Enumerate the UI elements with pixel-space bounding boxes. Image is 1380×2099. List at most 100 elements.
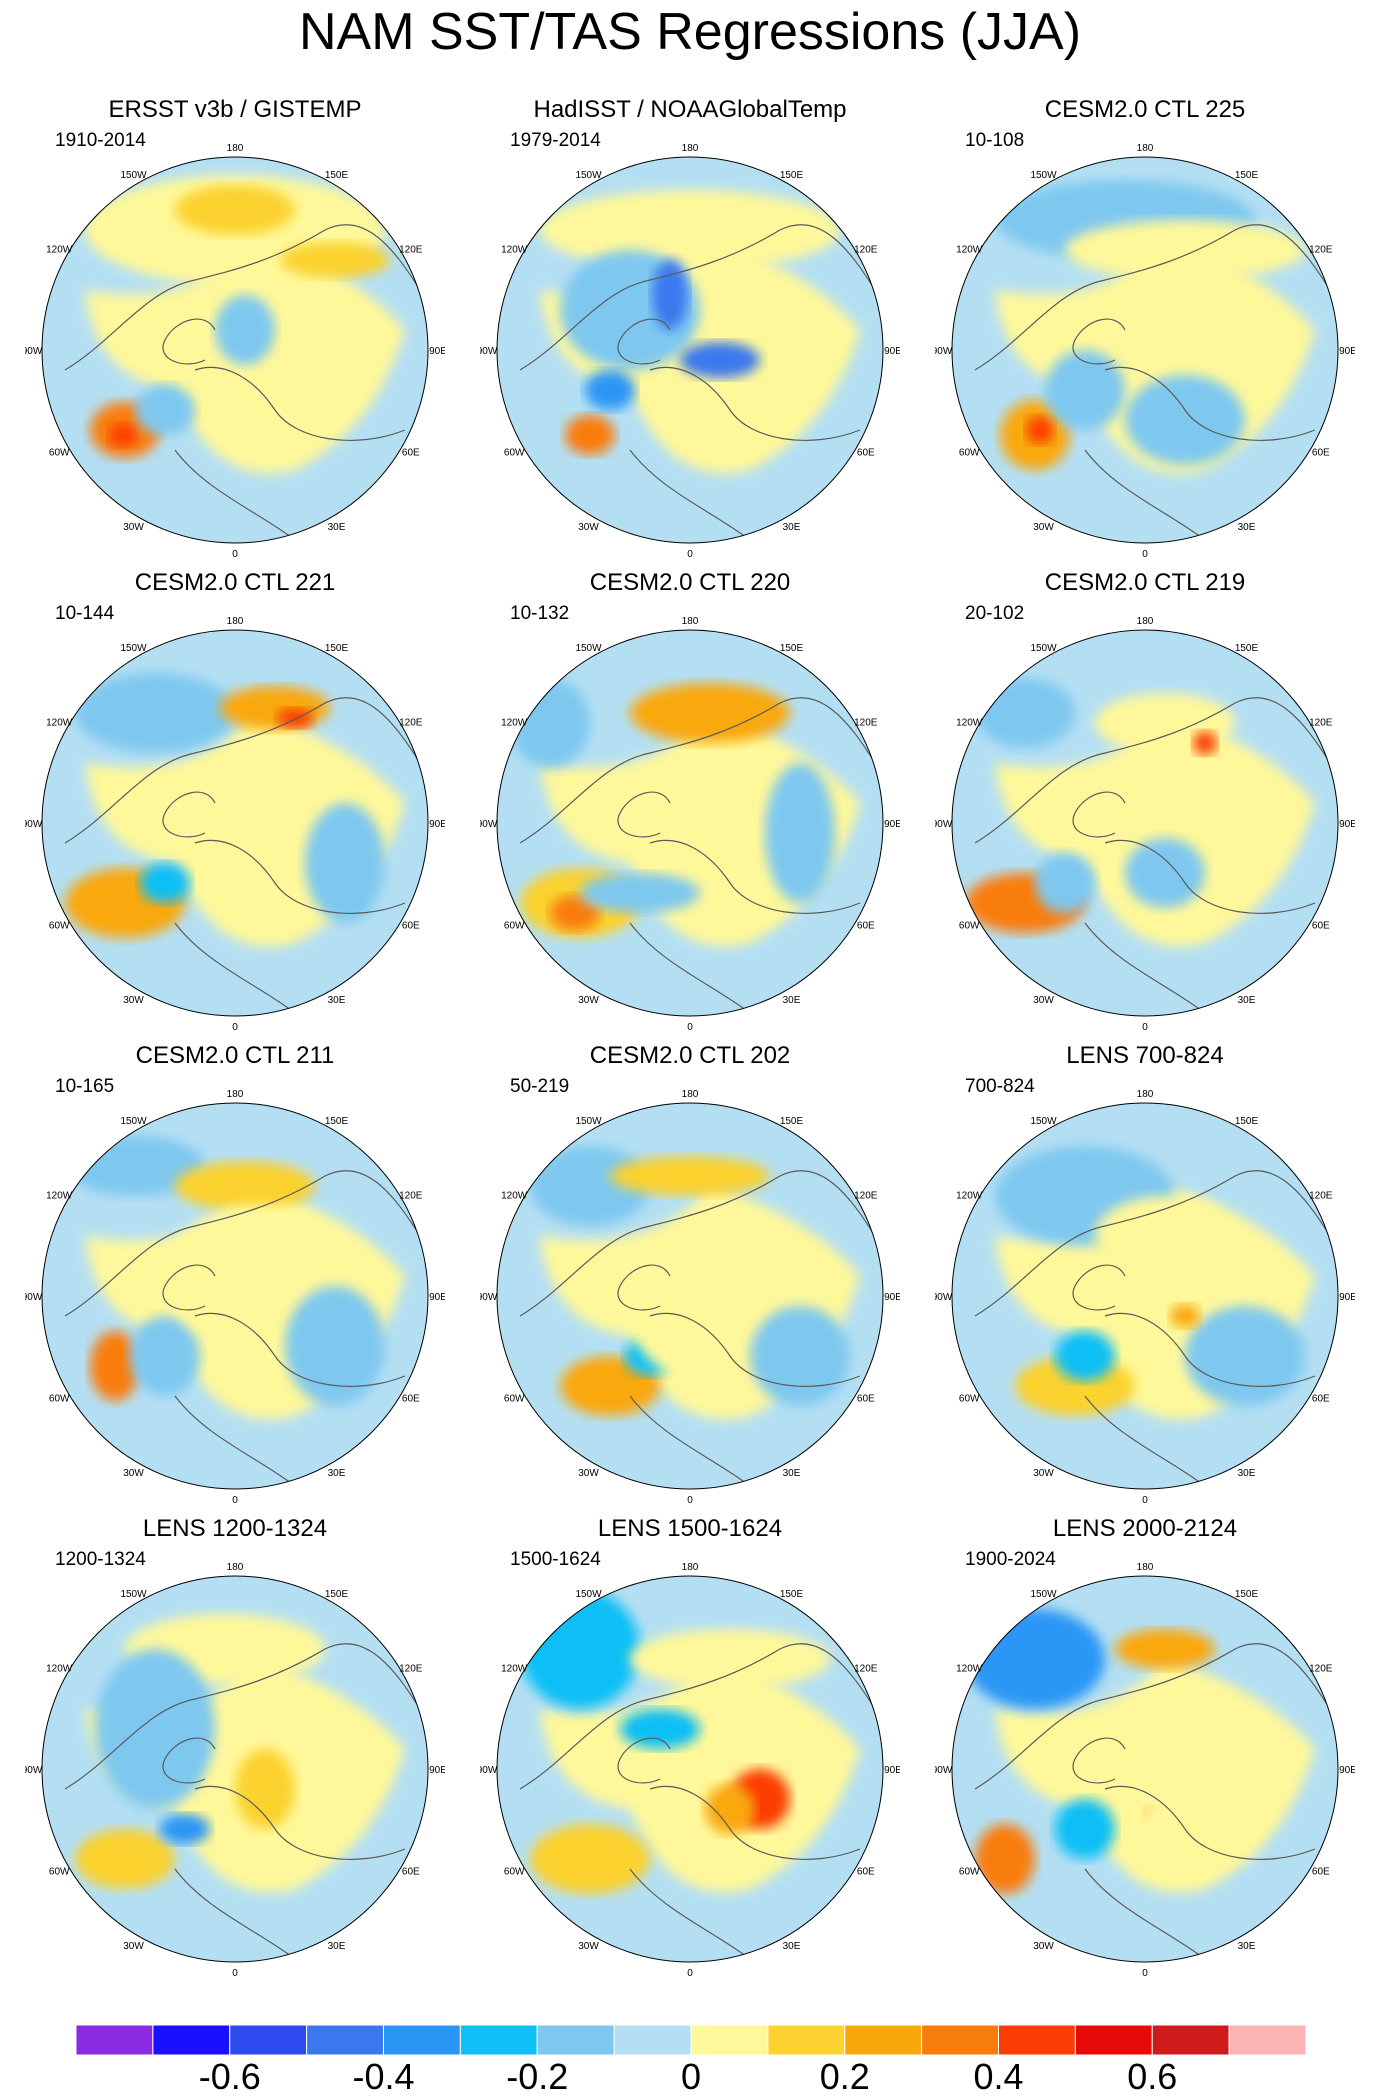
longitude-label: 60W: [49, 1867, 70, 1878]
map-boundary: [496, 1102, 884, 1490]
colorbar: [76, 2025, 1306, 2055]
colorbar-swatch: [998, 2025, 1076, 2055]
longitude-label: 90E: [429, 819, 445, 830]
longitude-label: 60W: [959, 448, 980, 459]
longitude-label: 0: [1142, 1022, 1148, 1033]
longitude-label: 30E: [1238, 522, 1256, 533]
longitude-label: 0: [232, 1968, 238, 1979]
colorbar-label: 0.4: [973, 2056, 1024, 2097]
map-boundary: [951, 1102, 1339, 1490]
longitude-label: 0: [1142, 549, 1148, 560]
longitude-label: 150E: [325, 1116, 349, 1127]
longitude-label: 150E: [1235, 1589, 1259, 1600]
colorbar-swatch: [229, 2025, 308, 2055]
polar-map: 180 150E 120E 90E 60E 30E 0 30W 60W 90W 120W 150W: [480, 616, 900, 1033]
polar-map: 180 150E 120E 90E 60E 30E 0 30W 60W 90W 120W 150W: [935, 616, 1355, 1033]
longitude-label: 120E: [1309, 1664, 1333, 1675]
longitude-label: 30E: [1238, 1941, 1256, 1952]
longitude-label: 90E: [1339, 819, 1355, 830]
longitude-label: 120E: [399, 1664, 423, 1675]
colorbar-swatch: [536, 2025, 615, 2055]
longitude-label: 60E: [857, 1394, 875, 1405]
longitude-label: 150W: [1030, 170, 1057, 181]
longitude-label: 120E: [854, 245, 878, 256]
longitude-label: 0: [687, 1968, 693, 1979]
longitude-label: 30W: [578, 1941, 599, 1952]
longitude-label: 150E: [780, 643, 804, 654]
polar-map: 180 150E 120E 90E 60E 30E 0 30W 60W 90W 120W 150W: [480, 143, 900, 560]
longitude-label: 60E: [1312, 1394, 1330, 1405]
longitude-label: 120W: [46, 1664, 73, 1675]
longitude-label: 180: [682, 1562, 699, 1573]
colorbar-swatch: [152, 2025, 231, 2055]
longitude-label: 0: [232, 1495, 238, 1506]
panel-period: 50-219: [510, 1076, 570, 1097]
panel-title: HadISST / NOAAGlobalTemp: [533, 96, 847, 123]
longitude-label: 0: [687, 549, 693, 560]
longitude-label: 60W: [49, 921, 70, 932]
longitude-label: 30W: [578, 1468, 599, 1479]
longitude-label: 180: [227, 1089, 244, 1100]
panel-period: 20-102: [965, 603, 1025, 624]
polar-map: 180 150E 120E 90E 60E 30E 0 30W 60W 90W 120W 150W: [480, 1562, 900, 1979]
longitude-label: 90E: [429, 1292, 445, 1303]
map-panel: LENS 1500-1624 180 150E 120E 90E 60E 30E 0 30W 60…: [480, 1514, 900, 1984]
longitude-label: 0: [687, 1022, 693, 1033]
longitude-label: 30E: [783, 1941, 801, 1952]
longitude-label: 90E: [429, 346, 445, 357]
map-boundary: [496, 629, 884, 1017]
longitude-label: 30W: [1033, 1468, 1054, 1479]
colorbar-label: 0.2: [819, 2056, 870, 2097]
longitude-label: 90W: [935, 1765, 953, 1776]
map-panel: CESM2.0 CTL 219 180 150E 120E 90E 60E 30E 0 30W 6…: [935, 568, 1355, 1038]
map-boundary: [951, 629, 1339, 1017]
longitude-label: 30E: [783, 522, 801, 533]
longitude-label: 150W: [575, 643, 602, 654]
longitude-label: 60E: [857, 448, 875, 459]
longitude-label: 0: [1142, 1495, 1148, 1506]
longitude-label: 180: [1137, 616, 1154, 627]
map-panel: LENS 700-824 180 150E 120E 90E 60E 30E 0 30W 60W 9…: [935, 1041, 1355, 1511]
polar-map: 180 150E 120E 90E 60E 30E 0 30W 60W 90W 120W 150W: [935, 1089, 1355, 1506]
longitude-label: 120W: [46, 718, 73, 729]
map-panel: CESM2.0 CTL 211 180 150E 120E 90E 60E 30E 0 30W 6…: [25, 1041, 445, 1511]
longitude-label: 150W: [120, 1589, 147, 1600]
colorbar-label: -0.4: [352, 2056, 415, 2097]
longitude-label: 90W: [480, 1765, 498, 1776]
polar-map: 180 150E 120E 90E 60E 30E 0 30W 60W 90W 120W 150W: [935, 143, 1355, 560]
longitude-label: 60W: [49, 1394, 70, 1405]
colorbar-swatch: [383, 2025, 461, 2055]
panel-period: 1900-2024: [965, 1549, 1056, 1570]
panel-title: CESM2.0 CTL 221: [134, 569, 336, 596]
longitude-label: 150E: [1235, 1116, 1259, 1127]
longitude-label: 30E: [783, 1468, 801, 1479]
panel-title: CESM2.0 CTL 211: [135, 1042, 335, 1069]
map-boundary: [41, 629, 429, 1017]
colorbar-label: 0.6: [1127, 2056, 1178, 2097]
colorbar-swatch: [76, 2025, 154, 2055]
longitude-label: 30W: [1033, 1941, 1054, 1952]
map-panel: CESM2.0 CTL 202 180 150E 120E 90E 60E 30E 0 30W 6…: [480, 1041, 900, 1511]
panel-period: 1200-1324: [55, 1549, 146, 1570]
longitude-label: 120E: [399, 245, 423, 256]
panel-period: 1500-1624: [510, 1549, 601, 1570]
panel-title: LENS 1200-1324: [142, 1515, 328, 1542]
map-boundary: [41, 156, 429, 544]
longitude-label: 60E: [857, 1867, 875, 1878]
panel-period: 10-132: [510, 603, 570, 624]
longitude-label: 90W: [480, 819, 498, 830]
colorbar-swatch: [844, 2025, 923, 2055]
longitude-label: 0: [1142, 1968, 1148, 1979]
longitude-label: 120E: [1309, 1191, 1333, 1202]
longitude-label: 180: [682, 616, 699, 627]
longitude-label: 0: [232, 549, 238, 560]
polar-map: 180 150E 120E 90E 60E 30E 0 30W 60W 90W 120W 150W: [25, 1562, 445, 1979]
longitude-label: 150E: [325, 1589, 349, 1600]
longitude-label: 60E: [1312, 921, 1330, 932]
longitude-label: 30W: [123, 1468, 144, 1479]
panel-title: LENS 1500-1624: [597, 1515, 783, 1542]
longitude-label: 0: [687, 1495, 693, 1506]
longitude-label: 90W: [25, 819, 43, 830]
panel-title: CESM2.0 CTL 220: [589, 569, 791, 596]
figure-title: NAM SST/TAS Regressions (JJA): [298, 3, 1082, 61]
